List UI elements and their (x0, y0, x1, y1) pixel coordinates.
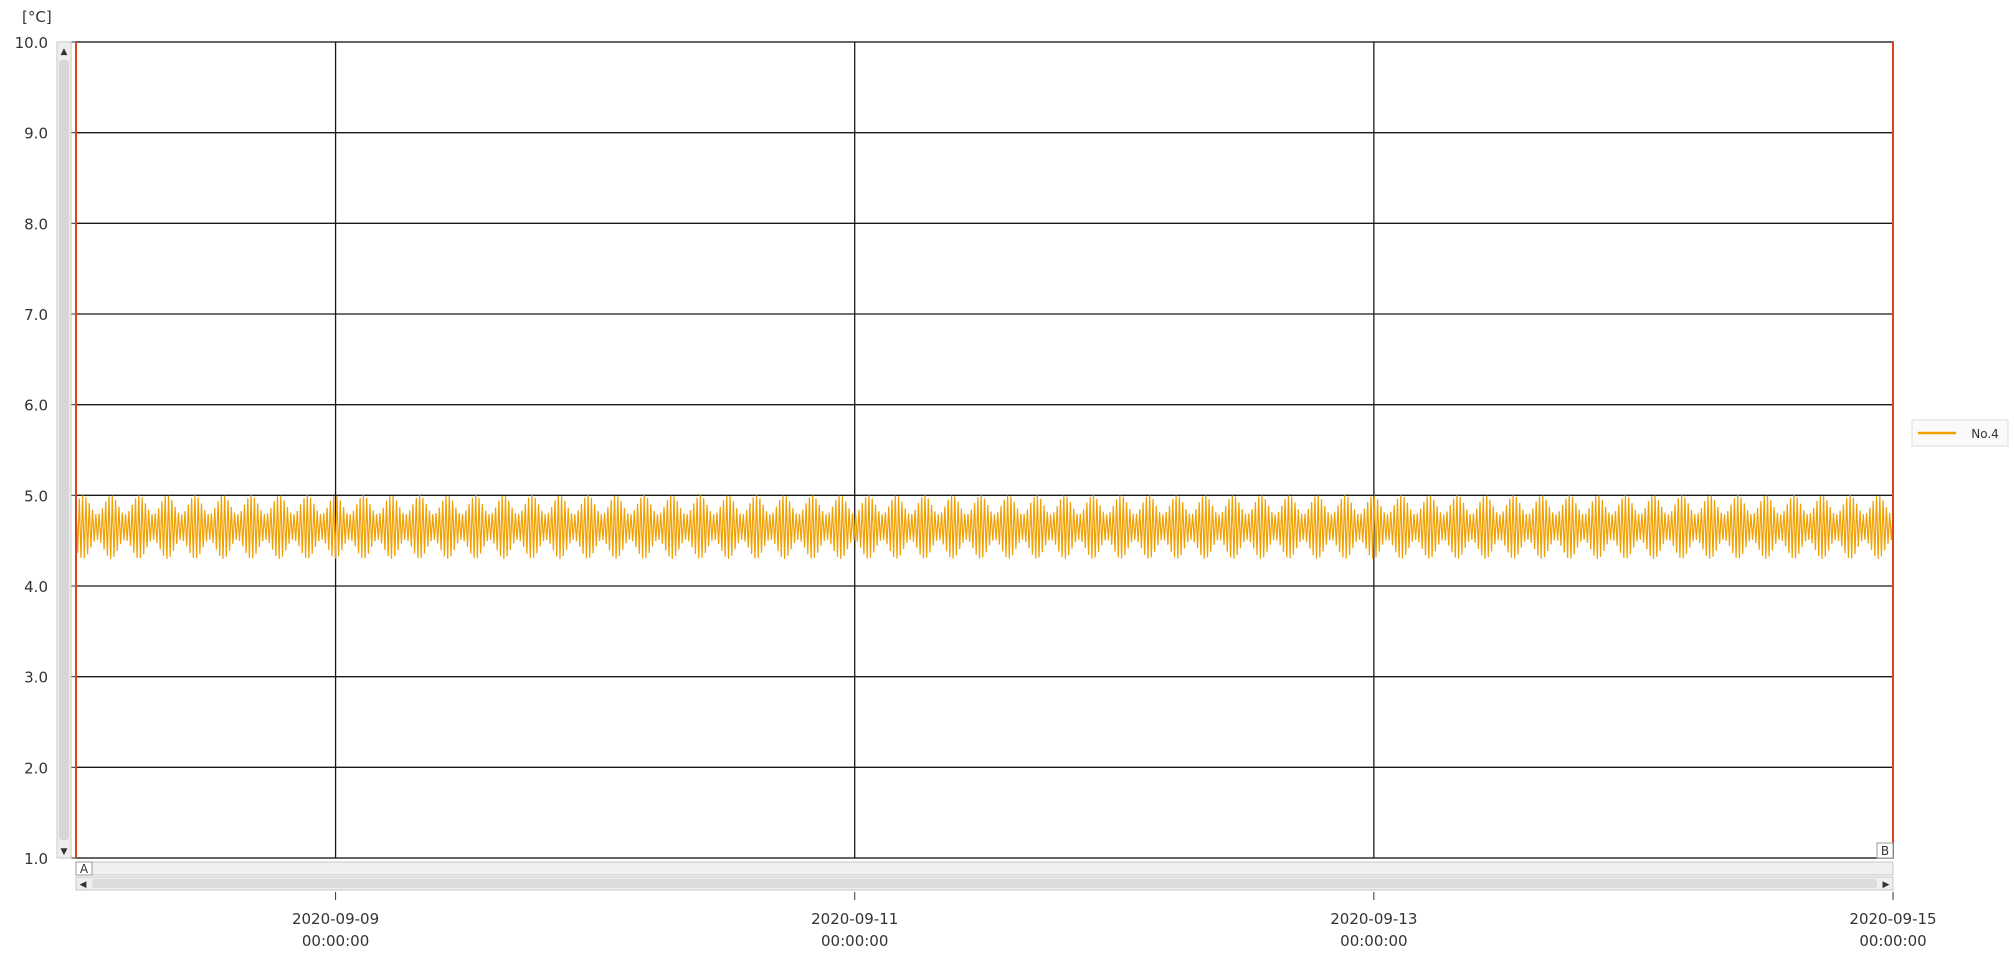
y-tick-label: 6.0 (24, 397, 48, 415)
legend-label-no4: No.4 (1971, 427, 1999, 441)
scrollbar-layer[interactable]: ▲ ▼ A B ◀ ▶ (56, 41, 1894, 891)
x-tick-time: 00:00:00 (821, 932, 888, 950)
series-layer (75, 495, 1894, 559)
legend-layer: No.4 (1911, 419, 2009, 447)
cursor-bar[interactable] (75, 861, 1894, 876)
x-tick-date: 2020-09-09 (292, 910, 379, 928)
y-tick-label: 9.0 (24, 125, 48, 143)
vertical-scrollbar-thumb[interactable] (59, 60, 69, 840)
x-tick-time: 00:00:00 (1859, 932, 1926, 950)
scroll-left-icon[interactable]: ◀ (80, 880, 87, 890)
x-tick-time: 00:00:00 (1340, 932, 1407, 950)
y-unit-label: [°C] (22, 8, 52, 26)
grid-layer (75, 41, 1894, 859)
cursor-layer (75, 42, 1894, 858)
scroll-right-icon[interactable]: ▶ (1883, 880, 1890, 890)
plot-frame (75, 41, 1894, 859)
y-tick-label: 7.0 (24, 306, 48, 324)
cursor-b-label: B (1881, 844, 1889, 858)
cursor-a-label: A (80, 862, 89, 876)
y-tick-label: 4.0 (24, 578, 48, 596)
horizontal-scrollbar-thumb[interactable] (92, 879, 1877, 888)
scroll-down-icon[interactable]: ▼ (61, 847, 68, 857)
legend-box (1911, 419, 2009, 447)
x-tick-date: 2020-09-11 (811, 910, 898, 928)
scroll-up-icon[interactable]: ▲ (61, 47, 68, 57)
cursor-b-handle[interactable] (1876, 842, 1894, 859)
y-tick-label: 1.0 (24, 850, 48, 868)
y-tick-label: 10.0 (15, 34, 48, 52)
series-line-no4 (75, 495, 1894, 559)
y-tick-label: 8.0 (24, 215, 48, 233)
x-tick-date: 2020-09-15 (1849, 910, 1936, 928)
x-tick-time: 00:00:00 (302, 932, 369, 950)
y-tick-label: 2.0 (24, 759, 48, 777)
y-tick-label: 3.0 (24, 669, 48, 687)
y-tick-label: 5.0 (24, 487, 48, 505)
cursor-a-handle[interactable] (75, 861, 93, 876)
axis-layer: 10.0 9.0 8.0 7.0 6.0 5.0 4.0 3.0 2.0 1.0 [°C] 2020-… (15, 8, 1937, 950)
x-tick-date: 2020-09-13 (1330, 910, 1417, 928)
